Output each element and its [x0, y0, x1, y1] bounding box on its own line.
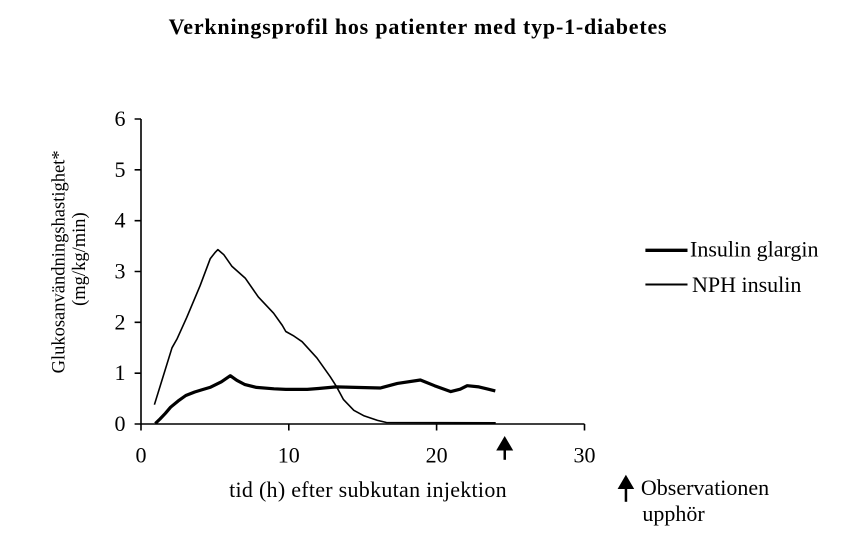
svg-text:Verkningsprofil hos patienter: Verkningsprofil hos patienter med typ-1-…: [169, 14, 668, 39]
svg-text:(mg/kg/min): (mg/kg/min): [70, 212, 90, 306]
svg-text:4: 4: [115, 208, 126, 233]
svg-text:6: 6: [115, 106, 126, 131]
svg-text:5: 5: [115, 157, 126, 182]
svg-text:tid (h) efter subkutan injekti: tid (h) efter subkutan injektion: [229, 477, 507, 502]
svg-text:3: 3: [115, 259, 126, 284]
svg-text:1: 1: [115, 360, 126, 385]
svg-text:upphör: upphör: [642, 501, 705, 526]
svg-text:Glukosanvändningshastighet*: Glukosanvändningshastighet*: [50, 150, 70, 373]
svg-text:Insulin glargin: Insulin glargin: [690, 237, 819, 262]
svg-text:2: 2: [115, 309, 126, 334]
svg-text:NPH insulin: NPH insulin: [692, 272, 801, 297]
svg-text:30: 30: [574, 442, 596, 467]
svg-text:10: 10: [278, 442, 300, 467]
svg-text:Observationen: Observationen: [641, 475, 769, 500]
svg-text:20: 20: [426, 442, 448, 467]
svg-text:0: 0: [136, 442, 147, 467]
svg-text:0: 0: [115, 411, 126, 436]
